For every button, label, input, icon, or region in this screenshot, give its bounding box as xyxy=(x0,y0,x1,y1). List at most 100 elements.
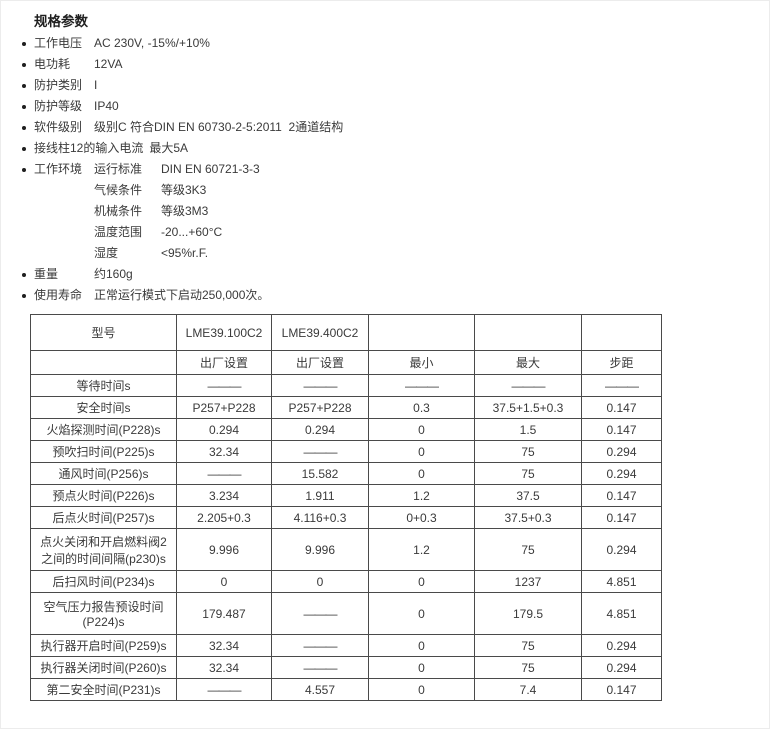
table-row: 第二安全时间(P231)s ——— 4.557 0 7.4 0.147 xyxy=(30,678,662,701)
row-label-cell: 后点火时间(P257)s xyxy=(30,506,177,529)
value-cell: 3.234 xyxy=(176,484,272,507)
spec-table: 型号 LME39.100C2 LME39.400C2 出厂设置 出厂设置 最小 最大 步距 等待… xyxy=(30,314,662,701)
row-label-cell: 预点火时间(P226)s xyxy=(30,484,177,507)
value-cell: 4.851 xyxy=(581,592,662,635)
value-cell: 15.582 xyxy=(271,462,369,485)
max-header-cell: 最大 xyxy=(474,350,582,375)
table-row: 火焰探测时间(P228)s 0.294 0.294 0 1.5 0.147 xyxy=(30,418,662,441)
bullet-icon xyxy=(22,105,26,109)
spec-label: 防护等级 xyxy=(34,99,83,113)
spec-item-service-life: 使用寿命 正常运行模式下启动250,000次。 xyxy=(22,285,769,306)
table-row: 通风时间(P256)s ——— 15.582 0 75 0.294 xyxy=(30,462,662,485)
value-cell: 179.487 xyxy=(176,592,272,635)
value-cell: 0 xyxy=(176,570,272,593)
spec-value: 最大5A xyxy=(149,141,189,155)
env-sub-value: DIN EN 60721-3-3 xyxy=(161,162,260,176)
factory-setting-cell: 出厂设置 xyxy=(271,350,369,375)
env-sub-label: 运行标准 xyxy=(94,162,143,176)
env-row-operating-standard: 运行标准 DIN EN 60721-3-3 xyxy=(94,159,260,180)
env-row-mechanical-conditions: 机械条件 等级3M3 xyxy=(94,201,260,222)
value-cell: 0.294 xyxy=(271,418,369,441)
row-label-cell: 点火关闭和开启燃料阀2 之间的时间间隔(p230)s xyxy=(30,528,177,571)
bullet-icon xyxy=(22,294,26,298)
value-cell: P257+P228 xyxy=(176,396,272,419)
value-cell: 0 xyxy=(271,570,369,593)
value-cell: ——— xyxy=(271,592,369,635)
value-cell: 75 xyxy=(474,634,582,657)
value-cell: 0.147 xyxy=(581,396,662,419)
value-cell: 1.911 xyxy=(271,484,369,507)
env-sub-label: 机械条件 xyxy=(94,204,143,218)
spec-value: AC 230V, -15%/+10% xyxy=(94,36,210,50)
env-sub-value: 等级3K3 xyxy=(161,183,207,197)
bullet-icon xyxy=(22,168,26,172)
value-cell: ——— xyxy=(176,678,272,701)
value-cell: 0.147 xyxy=(581,484,662,507)
model-lme39-100c2-cell: LME39.100C2 xyxy=(176,314,272,351)
env-sub-value: -20...+60°C xyxy=(161,225,223,239)
min-header-cell: 最小 xyxy=(368,350,475,375)
value-cell: 4.116+0.3 xyxy=(271,506,369,529)
table-row: 等待时间s ——— ——— ——— ——— ——— xyxy=(30,374,662,397)
value-cell: ——— xyxy=(581,374,662,397)
bullet-icon xyxy=(22,126,26,130)
env-row-climatic-conditions: 气候条件 等级3K3 xyxy=(94,180,260,201)
value-cell: 75 xyxy=(474,440,582,463)
value-cell: 0.3 xyxy=(368,396,475,419)
spec-item-weight: 重量 约160g xyxy=(22,264,769,285)
table-header-row: 型号 LME39.100C2 LME39.400C2 xyxy=(30,314,662,351)
value-cell: 1.2 xyxy=(368,528,475,571)
value-cell: 0.294 xyxy=(176,418,272,441)
table-row: 空气压力报告预设时间 (P224)s 179.487 ——— 0 179.5 4.851 xyxy=(30,592,662,635)
value-cell: 0+0.3 xyxy=(368,506,475,529)
value-cell: 0 xyxy=(368,678,475,701)
spec-item-operating-voltage: 工作电压 AC 230V, -15%/+10% xyxy=(22,33,769,54)
bullet-icon xyxy=(22,42,26,46)
value-cell: 4.557 xyxy=(271,678,369,701)
value-cell: 0.294 xyxy=(581,462,662,485)
value-cell: ——— xyxy=(368,374,475,397)
spec-value: 约160g xyxy=(94,267,133,281)
env-sub-value: <95%r.F. xyxy=(161,246,209,260)
value-cell: ——— xyxy=(176,462,272,485)
value-cell: ——— xyxy=(271,656,369,679)
env-sub-label: 温度范围 xyxy=(94,225,143,239)
value-cell: 0 xyxy=(368,634,475,657)
spec-value: 正常运行模式下启动250,000次。 xyxy=(94,288,270,302)
table-row: 后扫风时间(P234)s 0 0 0 1237 4.851 xyxy=(30,570,662,593)
value-cell: ——— xyxy=(271,374,369,397)
env-row-temperature-range: 温度范围 -20...+60°C xyxy=(94,222,260,243)
value-cell: 1237 xyxy=(474,570,582,593)
spec-item-software-class: 软件级别 级别C 符合DIN EN 60730-2-5:2011 2通道结构 xyxy=(22,117,769,138)
spec-label: 重量 xyxy=(34,267,59,281)
row-label-cell: 等待时间s xyxy=(30,374,177,397)
table-row: 安全时间s P257+P228 P257+P228 0.3 37.5+1.5+0.3 0.… xyxy=(30,396,662,419)
spec-item-protection-class: 防护类别 I xyxy=(22,75,769,96)
table-row: 执行器关闭时间(P260)s 32.34 ——— 0 75 0.294 xyxy=(30,656,662,679)
value-cell: 0 xyxy=(368,462,475,485)
spec-item-ip-rating: 防护等级 IP40 xyxy=(22,96,769,117)
spec-label: 使用寿命 xyxy=(34,288,83,302)
value-cell: 32.34 xyxy=(176,634,272,657)
bullet-icon xyxy=(22,147,26,151)
spec-value: I xyxy=(94,78,98,92)
table-row: 点火关闭和开启燃料阀2 之间的时间间隔(p230)s 9.996 9.996 1.2 7… xyxy=(30,528,662,571)
model-lme39-400c2-cell: LME39.400C2 xyxy=(271,314,369,351)
env-sub-label: 湿度 xyxy=(94,246,119,260)
spec-label: 工作电压 xyxy=(34,36,83,50)
value-cell: 75 xyxy=(474,656,582,679)
row-label-cell: 第二安全时间(P231)s xyxy=(30,678,177,701)
empty-header-cell xyxy=(581,314,662,351)
empty-header-cell xyxy=(30,350,177,375)
table-row: 预点火时间(P226)s 3.234 1.911 1.2 37.5 0.147 xyxy=(30,484,662,507)
value-cell: 0 xyxy=(368,418,475,441)
spec-item-power-consumption: 电功耗 12VA xyxy=(22,54,769,75)
value-cell: 37.5+1.5+0.3 xyxy=(474,396,582,419)
row-label-cell: 火焰探测时间(P228)s xyxy=(30,418,177,441)
env-sub-value: 等级3M3 xyxy=(161,204,209,218)
row-label-cell: 执行器开启时间(P259)s xyxy=(30,634,177,657)
table-row: 执行器开启时间(P259)s 32.34 ——— 0 75 0.294 xyxy=(30,634,662,657)
value-cell: 1.2 xyxy=(368,484,475,507)
value-cell: 75 xyxy=(474,528,582,571)
